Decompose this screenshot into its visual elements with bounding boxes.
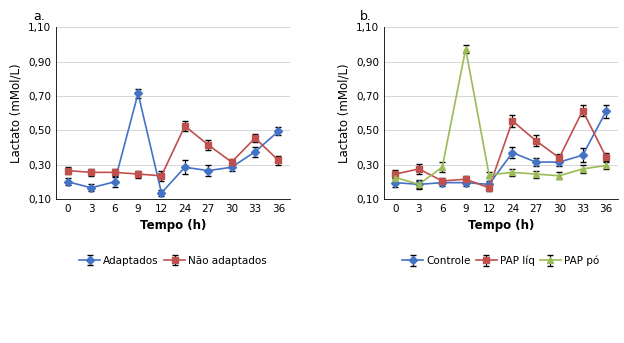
- Y-axis label: Lactato (mMol/L): Lactato (mMol/L): [9, 63, 22, 163]
- Text: b.: b.: [361, 10, 373, 23]
- Legend: Adaptados, Não adaptados: Adaptados, Não adaptados: [79, 256, 267, 265]
- Legend: Controle, PAP líq, PAP pó: Controle, PAP líq, PAP pó: [402, 256, 599, 266]
- X-axis label: Tempo (h): Tempo (h): [467, 220, 534, 232]
- Y-axis label: Lactato (mMol/L): Lactato (mMol/L): [337, 63, 350, 163]
- Text: a.: a.: [32, 10, 44, 23]
- X-axis label: Tempo (h): Tempo (h): [140, 220, 207, 232]
